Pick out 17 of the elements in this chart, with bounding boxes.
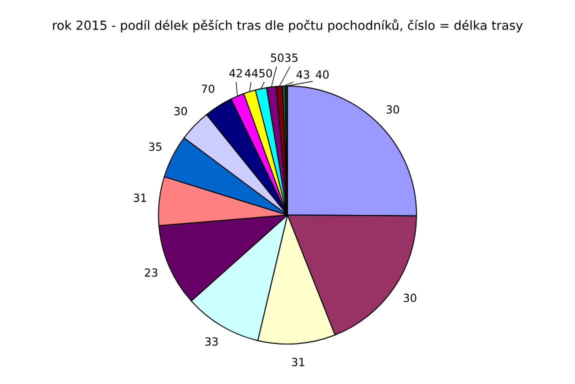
slice-label: 42	[229, 69, 242, 78]
slice-label: 35	[285, 54, 298, 62]
slice-label: 30	[174, 106, 187, 116]
slice-label: 30	[404, 294, 416, 302]
slice-label: 31	[292, 358, 304, 366]
slice-label: 50	[270, 54, 284, 62]
slice-label: 33	[205, 337, 218, 346]
slice-label: 43	[296, 70, 310, 79]
slice-label: 70	[202, 84, 214, 93]
slice-label: 40	[316, 70, 329, 79]
slice-label: 35	[149, 142, 162, 151]
chart-title: rok 2015 - podíl délek pěších tras dle počtu pochodníků, číslo = délka trasy	[53, 19, 523, 32]
slice-label: 50	[259, 69, 272, 78]
slice-label: 31	[134, 194, 146, 202]
slice-label: 23	[144, 268, 158, 277]
slice-label: 30	[386, 105, 400, 114]
slice-label: 44	[244, 69, 258, 78]
